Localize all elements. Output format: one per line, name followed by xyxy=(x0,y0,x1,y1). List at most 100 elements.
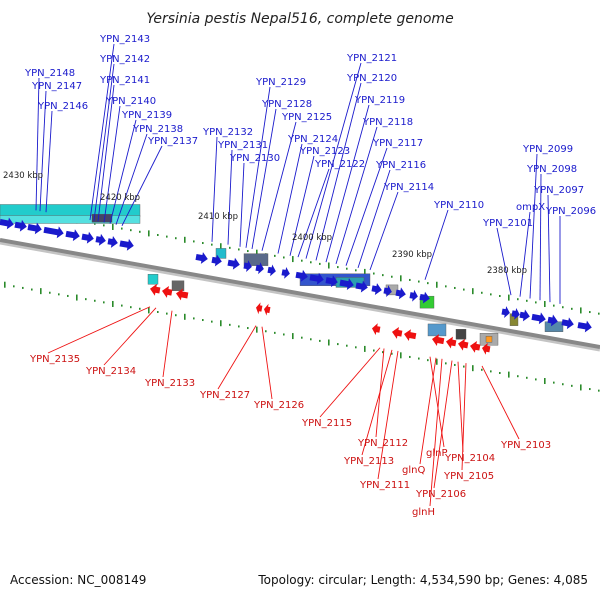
gene-label-bottom: YPN_2134 xyxy=(85,366,136,377)
inner-dot-track xyxy=(481,368,483,371)
inner-dot-track xyxy=(454,363,456,366)
forward-gene-arrow-3 xyxy=(43,226,64,239)
outer-dot-track xyxy=(553,304,555,307)
inner-dot-track xyxy=(508,371,510,378)
inner-dot-track xyxy=(67,294,69,297)
forward-gene-arrow-30-shape xyxy=(547,314,558,327)
outer-dot-track xyxy=(526,299,528,302)
outer-dot-track xyxy=(184,236,186,243)
inner-dot-track xyxy=(130,306,132,309)
outer-dot-track xyxy=(220,243,222,250)
gene-label-bottom: YPN_2106 xyxy=(415,489,466,500)
leader-line-bottom xyxy=(433,360,453,489)
gene-label-top: YPN_2139 xyxy=(121,110,172,121)
leader-line-top xyxy=(109,119,137,224)
inner-dot-track xyxy=(517,375,519,378)
leader-line-top xyxy=(369,191,399,271)
leader-line-top xyxy=(335,126,378,265)
feature-block-7 xyxy=(171,280,185,291)
forward-gene-arrow-17-shape xyxy=(309,272,324,285)
outer-dot-track xyxy=(481,291,483,294)
outer-dot-track xyxy=(391,275,393,278)
leader-line-bottom xyxy=(103,307,157,366)
inner-dot-track xyxy=(499,371,501,374)
gene-label-top: YPN_2147 xyxy=(31,81,82,92)
inner-dot-track xyxy=(337,343,339,346)
gene-label-top: YPN_2137 xyxy=(147,136,198,147)
outer-dot-track xyxy=(175,237,177,240)
reverse-gene-arrow-8 xyxy=(432,334,445,347)
leader-line-bottom xyxy=(361,349,393,456)
forward-gene-arrow-16-shape xyxy=(295,269,308,282)
leader-line-top xyxy=(89,43,115,221)
inner-dot-track xyxy=(58,293,60,296)
inner-dot-track xyxy=(373,349,375,352)
outer-dot-track xyxy=(490,293,492,296)
inner-dot-track xyxy=(31,288,33,291)
outer-dot-track xyxy=(148,230,150,237)
leader-line-bottom xyxy=(429,358,443,507)
inner-dot-track xyxy=(139,307,141,310)
leader-line-bottom xyxy=(261,326,273,400)
forward-gene-arrow-1-shape xyxy=(14,219,27,232)
gene-label-top: YPN_2101 xyxy=(482,218,533,229)
outer-dot-track xyxy=(274,254,276,257)
gene-label-bottom: YPN_2112 xyxy=(357,438,408,449)
forward-gene-arrow-25-shape xyxy=(419,291,430,304)
gene-label-bottom: glnH xyxy=(412,507,435,518)
forward-gene-arrow-29 xyxy=(531,312,546,325)
inner-dot-track xyxy=(445,362,447,365)
reverse-gene-arrow-4 xyxy=(264,303,271,316)
outer-dot-track xyxy=(409,278,411,281)
inner-dot-track xyxy=(355,346,357,349)
forward-gene-arrow-19-shape xyxy=(339,278,354,290)
inner-dot-track xyxy=(562,383,564,386)
leader-line-top xyxy=(325,104,370,263)
gene-label-top: YPN_2117 xyxy=(372,138,423,149)
leader-line-bottom xyxy=(47,306,151,354)
gene-label-top: YPN_2140 xyxy=(105,96,156,107)
leader-line-top xyxy=(297,168,330,258)
forward-gene-arrow-4 xyxy=(65,229,80,242)
forward-gene-arrow-18-shape xyxy=(325,275,338,288)
kbp-tick-label: 2400 kbp xyxy=(292,233,332,243)
outer-dot-track xyxy=(139,230,141,233)
forward-gene-arrow-23-shape xyxy=(395,287,406,300)
inner-dot-track xyxy=(526,376,528,379)
inner-dot-track xyxy=(310,338,312,341)
leader-line-bottom xyxy=(319,347,381,418)
reverse-gene-arrow-2-shape xyxy=(176,288,189,301)
outer-dot-track xyxy=(103,224,105,227)
inner-dot-track xyxy=(274,331,276,334)
forward-gene-arrow-10-shape xyxy=(211,254,222,267)
reverse-gene-arrow-2 xyxy=(176,288,189,301)
gene-label-bottom: YPN_2115 xyxy=(301,418,352,429)
gene-label-top: YPN_2114 xyxy=(383,182,434,193)
leader-line-top xyxy=(115,133,148,225)
forward-gene-arrow-21 xyxy=(371,283,382,295)
forward-gene-arrow-20 xyxy=(355,280,368,293)
inner-dot-track xyxy=(103,301,105,304)
forward-gene-labels: YPN_2148 YPN_2147 YPN_2146 YPN_2143 YPN_2142… xyxy=(24,34,596,229)
outer-dot-track xyxy=(373,272,375,275)
forward-gene-arrow-6 xyxy=(95,233,106,246)
forward-gene-arrow-12-shape xyxy=(243,260,252,272)
kbp-tick-label: 2380 kbp xyxy=(487,266,527,276)
leader-line-top xyxy=(93,63,115,221)
forward-gene-arrow-22-shape xyxy=(383,285,392,297)
outer-dot-track xyxy=(229,246,231,249)
leader-line-top xyxy=(45,110,53,213)
backbone-line xyxy=(0,238,600,349)
outer-dot-track xyxy=(301,259,303,262)
leader-line-top xyxy=(35,77,40,211)
inner-dot-track xyxy=(553,381,555,384)
feature-block-1 xyxy=(215,248,227,259)
gene-label-top: YPN_2125 xyxy=(281,112,332,123)
cyan-band-inner xyxy=(0,215,141,224)
leader-line-bottom xyxy=(217,325,257,390)
outer-dot-track xyxy=(337,266,339,269)
outer-dot-track xyxy=(598,312,600,315)
inner-dot-track xyxy=(463,365,465,368)
gene-label-top: YPN_2118 xyxy=(362,117,413,128)
